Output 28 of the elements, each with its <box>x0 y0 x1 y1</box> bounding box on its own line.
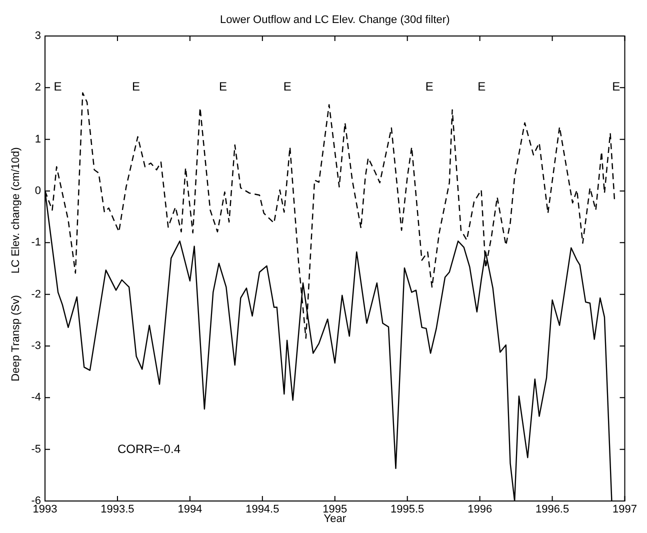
annotation: E <box>612 79 620 94</box>
chart-title: Lower Outflow and LC Elev. Change (30d filter) <box>220 14 450 26</box>
annotation: E <box>54 79 62 94</box>
annotation: E <box>478 79 486 94</box>
x-axis-title: Year <box>324 513 346 526</box>
annotation: E <box>283 79 292 94</box>
annotation: E <box>218 79 227 94</box>
y-tick-label: 0 <box>34 185 41 198</box>
x-tick-label: 1996 <box>468 504 492 516</box>
y-axis-title: LC Elev. change (cm/10d) <box>10 147 22 274</box>
y-tick-label: 2 <box>34 82 41 94</box>
y-tick-label: -5 <box>31 443 41 456</box>
annotation: CORR=-0.4 <box>117 442 181 456</box>
y-tick-label: -3 <box>31 340 41 352</box>
x-tick-label: 1994.5 <box>246 504 280 516</box>
x-tick-label: 1997 <box>612 504 638 516</box>
x-tick-label: 1994 <box>178 504 202 516</box>
y-tick-label: -4 <box>31 392 41 404</box>
y2-axis-title: Deep Transp (Sv) <box>10 295 22 382</box>
annotation: E <box>425 79 434 94</box>
x-tick-label: 1993.5 <box>100 504 134 516</box>
x-tick-label: 1995.5 <box>390 504 424 516</box>
y-tick-label: 3 <box>34 30 41 42</box>
x-tick-label: 1996.5 <box>535 504 570 516</box>
y-tick-label: 1 <box>34 133 41 146</box>
y-tick-label: -2 <box>31 288 41 300</box>
y-tick-label: -1 <box>31 236 41 249</box>
annotation: E <box>132 79 140 94</box>
